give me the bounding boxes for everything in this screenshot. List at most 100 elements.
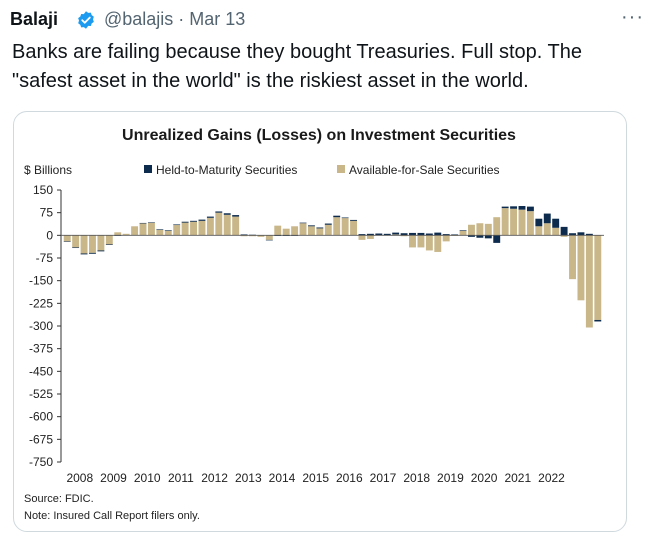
bar-held-to-maturity (383, 233, 391, 236)
y-tick-label: -750 (29, 455, 53, 469)
bar-available-for-sale (468, 224, 475, 236)
bar-held-to-maturity (543, 213, 551, 224)
bar-available-for-sale (97, 235, 105, 251)
legend-label-available-for-sale: Available-for-Sale Securities (349, 163, 500, 177)
bar-held-to-maturity (341, 217, 349, 219)
y-axis-label: $ Billions (24, 163, 72, 177)
bar-available-for-sale (324, 224, 332, 236)
bar-available-for-sale (291, 226, 299, 236)
legend-label-held-to-maturity: Held-to-Maturity Securities (156, 163, 297, 177)
bar-held-to-maturity (476, 235, 484, 238)
bar-available-for-sale (366, 235, 374, 239)
handle-and-date[interactable]: @balajis · Mar 13 (104, 9, 246, 29)
bar-available-for-sale (282, 228, 290, 236)
bar-held-to-maturity (190, 220, 197, 222)
bar-available-for-sale (560, 235, 568, 237)
bar-held-to-maturity (173, 224, 181, 226)
bar-available-for-sale (63, 235, 71, 242)
x-tick-label: 2021 (504, 471, 531, 485)
bar-available-for-sale (232, 216, 240, 236)
bar-held-to-maturity (316, 227, 324, 229)
y-tick-label: -225 (29, 296, 53, 310)
bar-held-to-maturity (181, 221, 189, 223)
x-tick-label: 2019 (437, 471, 464, 485)
bar-available-for-sale (577, 235, 585, 301)
unrealized-gains-chart: Unrealized Gains (Losses) on Investment … (24, 127, 604, 522)
bar-held-to-maturity (392, 232, 400, 235)
x-axis: 2008 2009 2010 2011 2012 2013 2014 2015 2016 2017… (66, 471, 565, 485)
bar-held-to-maturity (366, 233, 374, 236)
bar-available-for-sale (409, 235, 416, 248)
bar-available-for-sale (131, 226, 139, 236)
y-tick-label: 0 (46, 228, 53, 242)
bar-held-to-maturity (350, 219, 358, 221)
bar-available-for-sale (181, 222, 189, 236)
bar-held-to-maturity (206, 216, 214, 218)
bar-available-for-sale (173, 225, 181, 236)
bar-available-for-sale (358, 235, 366, 240)
bar-available-for-sale (240, 235, 248, 237)
bar-available-for-sale (257, 235, 265, 237)
y-tick-label: -75 (36, 251, 54, 265)
x-tick-label: 2020 (471, 471, 498, 485)
bar-held-to-maturity (215, 211, 223, 213)
bar-held-to-maturity (89, 252, 96, 254)
bar-held-to-maturity (594, 319, 602, 322)
bar-available-for-sale (105, 235, 113, 245)
bar-held-to-maturity (307, 225, 315, 227)
bar-available-for-sale (156, 229, 164, 236)
bar-held-to-maturity (358, 234, 366, 236)
bar-held-to-maturity (164, 230, 172, 231)
bar-held-to-maturity (459, 230, 467, 231)
bar-held-to-maturity (501, 206, 509, 209)
chart-image-card[interactable]: Unrealized Gains (Losses) on Investment … (13, 111, 627, 532)
bar-available-for-sale (249, 235, 256, 237)
bar-held-to-maturity (409, 232, 416, 236)
bar-held-to-maturity (147, 222, 155, 223)
bar-held-to-maturity (526, 206, 534, 212)
bar-held-to-maturity (560, 226, 568, 236)
bar-available-for-sale (147, 222, 155, 236)
bar-available-for-sale (569, 235, 576, 280)
bar-held-to-maturity (493, 235, 501, 243)
bar-held-to-maturity (400, 233, 408, 236)
bar-available-for-sale (510, 208, 518, 236)
bar-available-for-sale (265, 235, 273, 240)
bar-held-to-maturity (139, 222, 147, 224)
chart-source: Source: FDIC. (24, 493, 94, 505)
tweet-header: Balaji @balajis · Mar 13 ··· (10, 6, 650, 32)
bar-held-to-maturity (80, 253, 88, 255)
tweet-text: Banks are failing because they bought Tr… (12, 38, 648, 96)
bar-available-for-sale (552, 227, 560, 236)
bar-available-for-sale (476, 223, 484, 236)
bar-series (61, 206, 604, 328)
bar-available-for-sale (417, 235, 425, 248)
bar-available-for-sale (223, 214, 231, 236)
more-horizontal-icon[interactable]: ··· (621, 6, 644, 28)
bar-held-to-maturity (434, 232, 442, 236)
chart-legend: Held-to-Maturity Securities Available-fo… (144, 163, 500, 177)
bar-available-for-sale (215, 212, 223, 236)
y-tick-label: 150 (33, 183, 53, 197)
y-tick-label: -600 (29, 410, 53, 424)
bar-available-for-sale (501, 208, 509, 236)
bar-held-to-maturity (468, 235, 475, 237)
bar-available-for-sale (164, 230, 172, 236)
bar-held-to-maturity (510, 206, 518, 209)
bar-available-for-sale (425, 235, 433, 251)
tweet-text-line: Banks are failing because they bought Tr… (12, 41, 582, 63)
tweet-text-line: "safest asset in the world" is the riski… (12, 70, 529, 92)
bar-available-for-sale (89, 235, 96, 253)
bar-available-for-sale (274, 225, 282, 236)
y-tick-label: 75 (40, 206, 54, 220)
author-name[interactable]: Balaji (10, 9, 59, 29)
bar-held-to-maturity (105, 244, 113, 245)
bar-held-to-maturity (63, 241, 71, 242)
bar-held-to-maturity (484, 235, 492, 239)
verified-badge-icon (76, 10, 96, 30)
y-tick-label: -300 (29, 319, 53, 333)
bar-held-to-maturity (577, 232, 585, 236)
bar-held-to-maturity (156, 229, 164, 230)
bar-available-for-sale (72, 235, 80, 248)
x-tick-label: 2013 (235, 471, 262, 485)
